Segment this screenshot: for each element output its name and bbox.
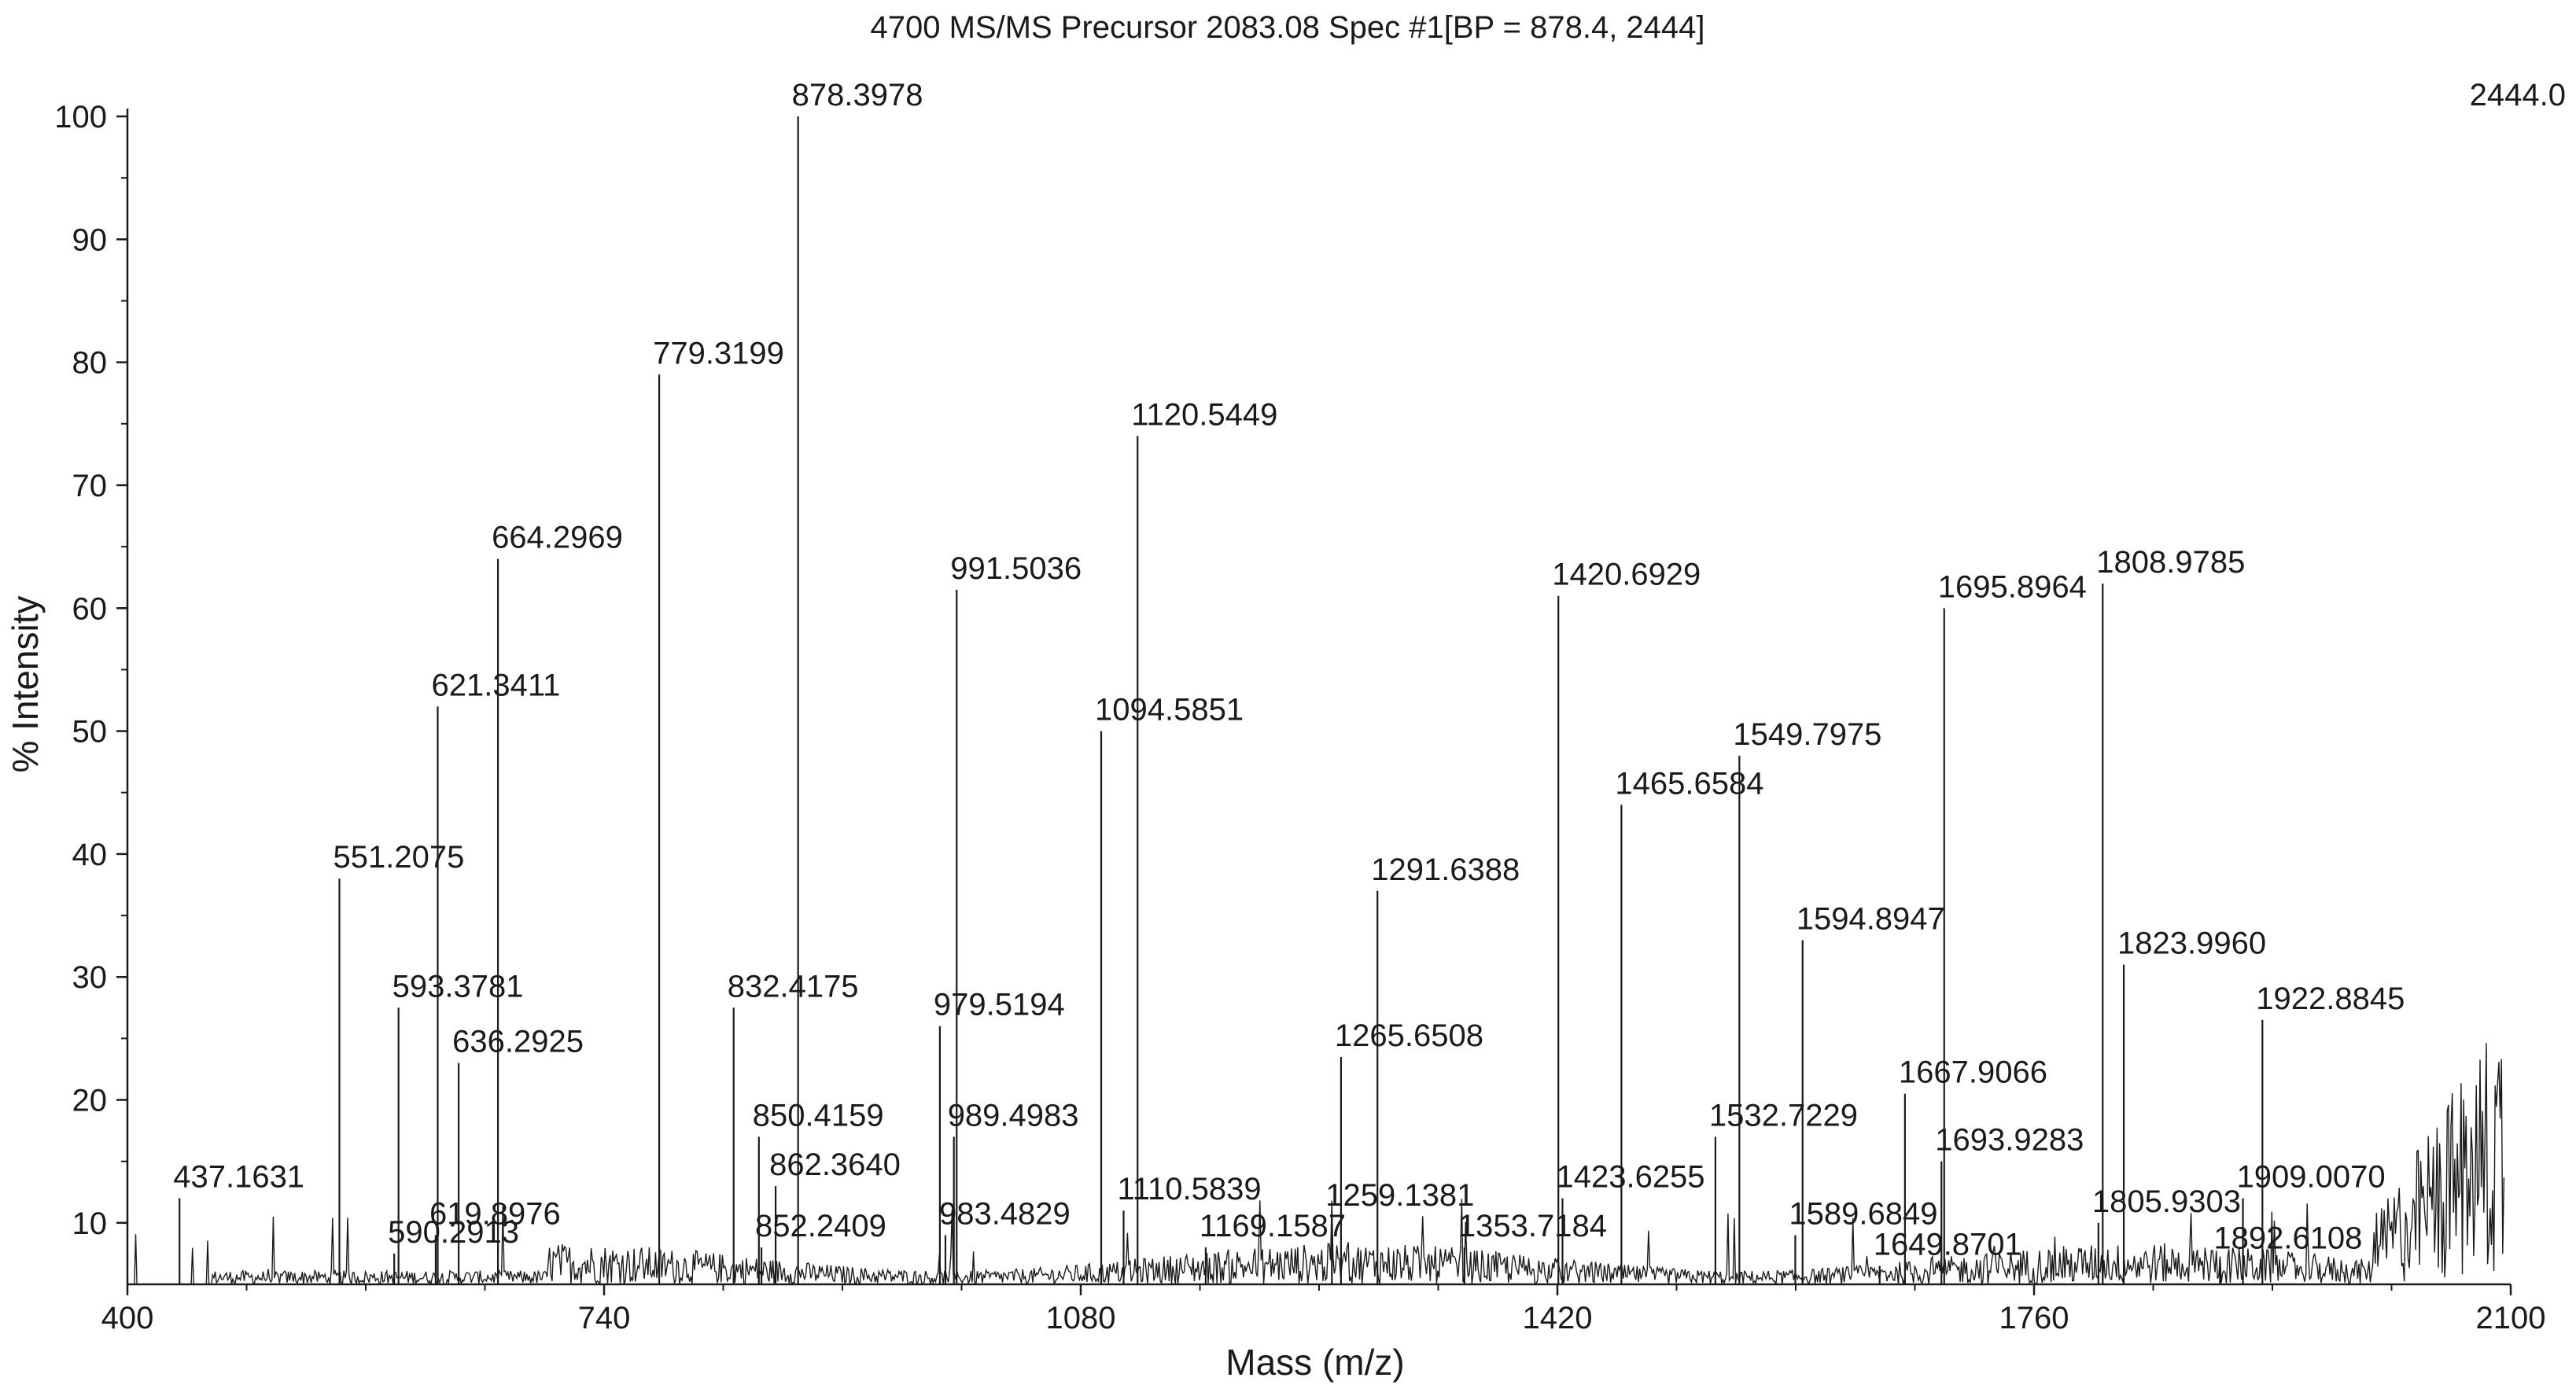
y-tick-label: 10 (72, 1206, 108, 1241)
peak-label: 619.8976 (429, 1196, 561, 1231)
peak-label: 1265.6508 (1335, 1018, 1483, 1053)
peak-label: 1420.6929 (1552, 558, 1701, 592)
peak-label: 1094.5851 (1095, 693, 1244, 727)
peak-label: 590.2913 (388, 1215, 519, 1250)
y-tick-label: 100 (54, 100, 107, 134)
peak-label: 593.3781 (392, 969, 524, 1004)
peak-label: 1423.6255 (1556, 1160, 1704, 1195)
peak-label: 636.2925 (452, 1025, 584, 1059)
peak-label: 989.4983 (948, 1098, 1079, 1133)
peak-label: 1465.6584 (1615, 766, 1763, 801)
peak-label: 1823.9960 (2117, 926, 2266, 961)
peak-label: 1805.9303 (2092, 1184, 2241, 1219)
peak-label: 1909.0070 (2237, 1160, 2386, 1195)
peak-label: 664.2969 (492, 521, 623, 555)
peak-label: 850.4159 (753, 1098, 884, 1133)
x-tick-label: 2100 (2476, 1301, 2546, 1335)
peak-label: 979.5194 (934, 988, 1065, 1022)
x-tick-label: 1760 (1999, 1301, 2069, 1335)
peak-label: 1291.6388 (1371, 853, 1520, 887)
x-tick-label: 740 (578, 1301, 631, 1335)
x-tick-label: 1080 (1046, 1301, 1116, 1335)
x-tick-label: 400 (101, 1301, 154, 1335)
peak-label: 1169.1587 (1200, 1209, 1346, 1243)
chart-title: 4700 MS/MS Precursor 2083.08 Spec #1[BP … (870, 10, 1704, 45)
peak-label: 1353.7184 (1458, 1209, 1607, 1243)
peak-label: 1922.8845 (2256, 982, 2405, 1016)
x-axis-label: Mass (m/z) (1225, 1342, 1404, 1383)
peak-label: 1120.5449 (1131, 397, 1277, 432)
peak-label: 1649.8701 (1874, 1228, 2022, 1262)
x-tick-label: 1420 (1523, 1301, 1593, 1335)
y-tick-label: 90 (72, 223, 108, 257)
y-tick-label: 80 (72, 346, 108, 381)
peak-label: 1808.9785 (2096, 545, 2245, 580)
peak-label: 1695.8964 (1938, 569, 2087, 604)
peak-label: 832.4175 (728, 969, 859, 1004)
peak-label: 878.3978 (792, 78, 923, 112)
peak-labels-layer: 437.1631 551.2075 593.3781 590.2913 621.3411… (173, 78, 2405, 1262)
peak-label: 1532.7229 (1709, 1098, 1858, 1133)
y-tick-label: 70 (72, 469, 108, 503)
peak-label: 1667.9066 (1899, 1055, 2047, 1090)
peak-label: 991.5036 (950, 551, 1082, 586)
peak-label: 621.3411 (432, 668, 561, 702)
y-tick-label: 40 (72, 838, 108, 872)
y-tick-label: 20 (72, 1084, 108, 1118)
spectrum-layer (134, 116, 2505, 1287)
peak-label: 1892.6108 (2213, 1221, 2362, 1256)
peak-label: 1594.8947 (1797, 901, 1945, 936)
peak-label: 1589.6849 (1789, 1196, 1937, 1231)
peak-label: 852.2409 (755, 1209, 886, 1243)
y-tick-label: 50 (72, 715, 108, 750)
peak-label: 437.1631 (173, 1160, 304, 1195)
peak-label: 983.4829 (939, 1196, 1071, 1231)
peak-label: 1693.9283 (1935, 1123, 2084, 1158)
peak-label: 551.2075 (334, 840, 465, 875)
peak-label: 779.3199 (653, 336, 784, 370)
peak-label: 1259.1381 (1325, 1178, 1474, 1213)
y-axis-max-label: 2444.0 (2470, 78, 2566, 112)
y-tick-label: 60 (72, 591, 108, 626)
peak-label: 862.3640 (769, 1147, 901, 1182)
axes-layer: 10 20 30 40 50 60 70 80 90 100 400 740 1080 1420 1760 2… (54, 100, 2545, 1335)
spectrum-baseline-trace (134, 1043, 2505, 1287)
peak-label: 1110.5839 (1118, 1172, 1262, 1206)
y-tick-label: 30 (72, 960, 108, 995)
peak-label: 1549.7975 (1733, 717, 1881, 752)
y-axis-label: % Intensity (5, 596, 46, 773)
